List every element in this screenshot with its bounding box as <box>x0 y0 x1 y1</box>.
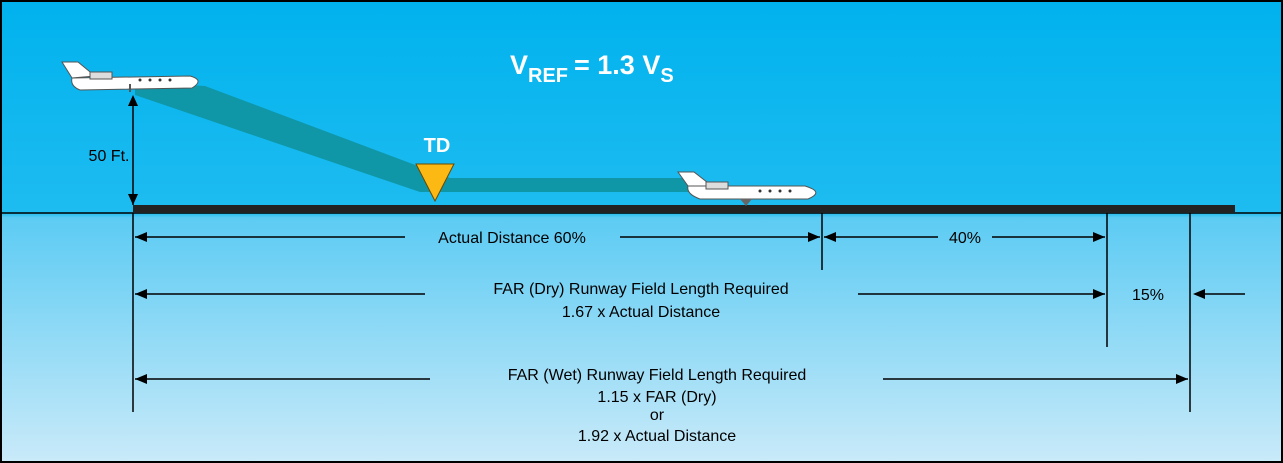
wet-margin-label: 15% <box>1132 287 1164 304</box>
dry-label: FAR (Dry) Runway Field Length Required <box>493 281 788 298</box>
formula-eq: = 1.3 V <box>574 50 660 80</box>
page: {"formula": {"v": "V", "ref": "REF", "eq… <box>0 0 1283 463</box>
formula-ref: REF <box>528 65 568 87</box>
wet-label: 1.92 x Actual Distance <box>578 428 736 445</box>
actual-label: Actual Distance 60% <box>438 230 586 247</box>
wet-label: 1.15 x FAR (Dry) <box>597 389 716 406</box>
formula-v: V <box>510 50 528 80</box>
runway <box>133 205 1235 213</box>
remainder-label: 40% <box>949 230 981 247</box>
height-label: 50 Ft. <box>89 148 130 165</box>
dry-label: 1.67 x Actual Distance <box>562 304 720 321</box>
wet-label: FAR (Wet) Runway Field Length Required <box>508 367 807 384</box>
touchdown-label: TD <box>424 135 451 157</box>
diagram: VREF= 1.3 VS TD 50 Ft. Act <box>0 0 1283 463</box>
formula-s: S <box>660 65 673 87</box>
wet-label: or <box>650 407 665 424</box>
